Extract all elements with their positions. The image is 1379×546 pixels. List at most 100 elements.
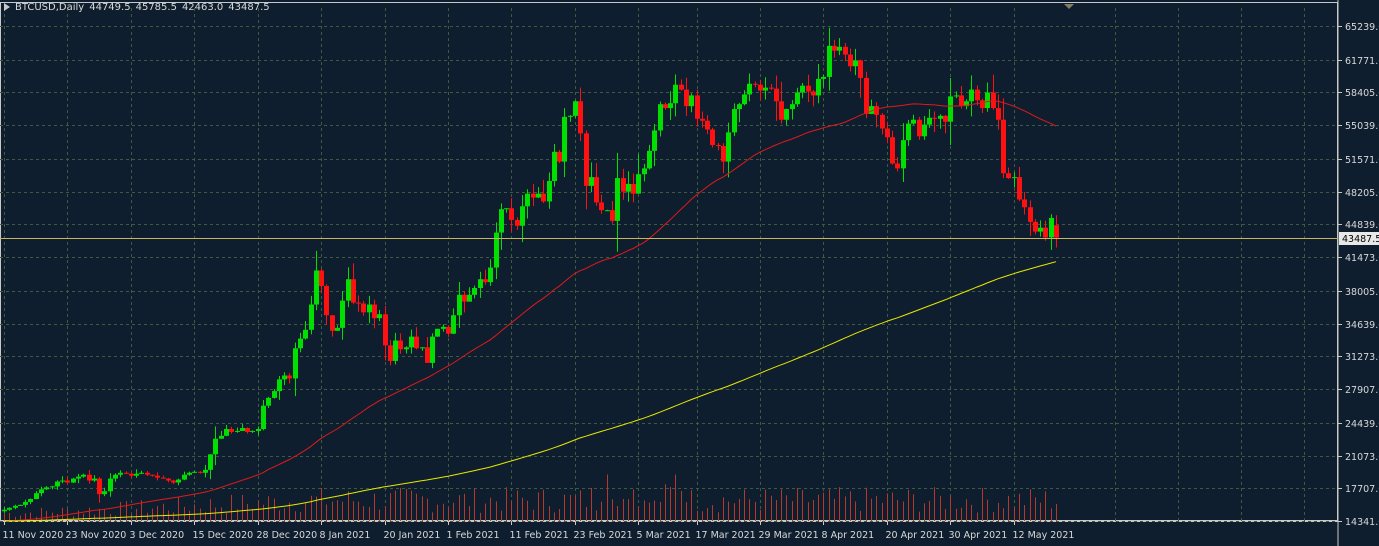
candle-bull — [869, 106, 874, 114]
candle-bull — [28, 499, 33, 502]
candle-bull — [60, 480, 65, 482]
candle-bear — [700, 118, 705, 121]
candle-bear — [446, 326, 451, 334]
candle-bull — [39, 489, 44, 494]
candle-bull — [182, 474, 187, 480]
candle-bear — [663, 104, 668, 109]
candle-bear — [319, 270, 324, 287]
x-tick-label: 11 Feb 2021 — [510, 530, 569, 541]
y-tick-label: 65239.0 — [1345, 22, 1379, 33]
candle-bull — [668, 103, 673, 109]
candle-bear — [361, 303, 366, 313]
candle-bull — [457, 294, 462, 316]
candle-bull — [922, 124, 927, 137]
candle-bear — [372, 304, 377, 319]
candle-bear — [769, 87, 774, 89]
candle-bull — [636, 174, 641, 194]
x-tick-label: 28 Dec 2020 — [257, 530, 318, 541]
candle-bull — [488, 267, 493, 283]
candle-bear — [541, 193, 546, 202]
candle-bear — [155, 475, 160, 478]
candle-bear — [1022, 199, 1027, 208]
y-tick-label: 44839.0 — [1345, 220, 1379, 231]
candle-bull — [224, 429, 229, 436]
candle-bull — [235, 430, 240, 432]
ohlc-low: 42463.0 — [181, 2, 224, 13]
candle-bull — [853, 60, 858, 67]
candle-bull — [504, 208, 509, 210]
candle-bear — [171, 480, 176, 483]
candle-bull — [658, 104, 663, 131]
x-tick-label: 3 Dec 2020 — [130, 530, 185, 541]
current-price-label: 43487.5 — [1342, 234, 1379, 245]
candle-bull — [573, 101, 578, 116]
x-tick-label: 23 Feb 2021 — [574, 530, 633, 541]
candle-bull — [187, 472, 192, 475]
candle-bull — [938, 115, 943, 119]
candle-bear — [229, 429, 234, 432]
candle-bull — [451, 315, 456, 334]
candle-bear — [388, 345, 393, 361]
candle-bull — [13, 505, 18, 508]
candle-bull — [113, 474, 118, 479]
ohlc-high: 45785.5 — [135, 2, 177, 13]
candle-bull — [647, 150, 652, 169]
candle-bear — [145, 472, 150, 475]
candle-bear — [65, 480, 70, 483]
candle-bull — [954, 95, 959, 97]
candle-bear — [356, 302, 361, 304]
ohlc-close: 43487.5 — [228, 2, 270, 13]
candle-bear — [1001, 119, 1006, 174]
candle-bull — [203, 469, 208, 473]
candle-bear — [631, 183, 636, 194]
candle-bull — [742, 94, 747, 105]
candle-bull — [1012, 177, 1017, 179]
chart-shift-marker-icon — [1064, 4, 1074, 9]
candle-bull — [34, 493, 39, 500]
candle-bull — [927, 117, 932, 125]
y-tick-label: 27907.0 — [1345, 385, 1379, 396]
candle-bull — [219, 435, 224, 439]
candle-bear — [1028, 207, 1033, 222]
candle-bear — [980, 100, 985, 109]
y-tick-label: 17707.0 — [1345, 484, 1379, 495]
y-tick-label: 48205.0 — [1345, 188, 1379, 199]
candle-bull — [55, 481, 60, 487]
candle-bear — [166, 478, 171, 481]
x-tick-label: 20 Jan 2021 — [384, 530, 441, 541]
candle-bull — [139, 472, 144, 474]
x-tick-label: 8 Jan 2021 — [320, 530, 371, 541]
candle-bull — [266, 397, 271, 406]
candle-bull — [985, 92, 990, 109]
candle-bull — [277, 379, 282, 392]
candle-bull — [784, 109, 789, 120]
y-tick-label: 34639.0 — [1345, 320, 1379, 331]
y-tick-label: 61771.0 — [1345, 56, 1379, 67]
candle-bear — [483, 279, 488, 283]
candle-bear — [721, 146, 726, 162]
candle-bear — [287, 375, 292, 379]
candle-bull — [367, 304, 372, 313]
candle-bear — [124, 472, 129, 474]
candle-bear — [594, 177, 599, 203]
symbol-header: BTCUSD,Daily 44749.5 45785.5 42463.0 43487.5 — [4, 2, 275, 13]
ma-fast-line — [3, 100, 1057, 522]
x-tick-label: 8 Apr 2021 — [822, 530, 875, 541]
candle-bull — [969, 89, 974, 102]
candle-bull — [494, 232, 499, 268]
candle-bull — [208, 454, 213, 470]
candle-bear — [414, 336, 419, 349]
candle-bear — [991, 92, 996, 109]
candle-bear — [695, 95, 700, 119]
candle-bear — [806, 85, 811, 92]
candle-bear — [932, 117, 937, 119]
candle-bear — [848, 54, 853, 67]
candle-bear — [832, 45, 837, 51]
x-tick-label: 11 Nov 2020 — [3, 530, 64, 541]
candle-bear — [959, 95, 964, 107]
candle-bear — [610, 210, 615, 221]
candle-bull — [478, 279, 483, 288]
volume-histogram — [4, 474, 1057, 521]
